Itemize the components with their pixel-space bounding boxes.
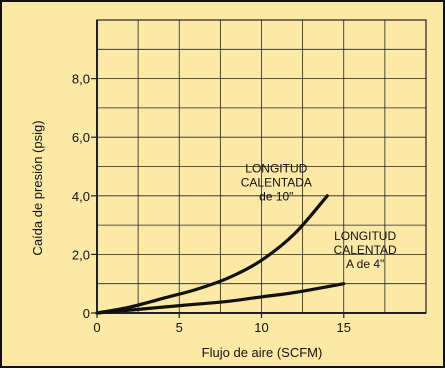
y-tick-label: 6,0 — [72, 130, 90, 145]
x-axis-title: Flujo de aire (SCFM) — [202, 345, 323, 360]
grid — [96, 19, 427, 314]
tick-labels: 0 5 10 15 0 2,0 4,0 6,0 8,0 — [72, 72, 351, 335]
curve-label-1-line-3: de 10" — [259, 189, 293, 203]
series-layer — [95, 194, 346, 315]
curve-label-2-line-2: CALENTAD — [334, 243, 397, 257]
x-tick-label: 5 — [176, 320, 183, 335]
series-line-1 — [95, 194, 329, 315]
x-tick-label: 10 — [254, 320, 268, 335]
curve-label-1-line-2: CALENTADA — [241, 175, 312, 189]
y-tick-label: 0 — [83, 306, 90, 321]
series-line-2 — [95, 282, 346, 315]
x-tick-label: 15 — [337, 320, 351, 335]
y-tick-label: 4,0 — [72, 189, 90, 204]
y-tick-label: 2,0 — [72, 247, 90, 262]
y-tick-label: 8,0 — [72, 72, 90, 87]
curve-label-2-line-1: LONGITUD — [334, 229, 396, 243]
curve-label-1-line-1: LONGITUD — [245, 161, 307, 175]
y-axis-title: Caída de presión (psig) — [30, 120, 45, 255]
curve-label-2-line-3: A de 4" — [346, 257, 384, 271]
x-tick-label: 0 — [93, 320, 100, 335]
